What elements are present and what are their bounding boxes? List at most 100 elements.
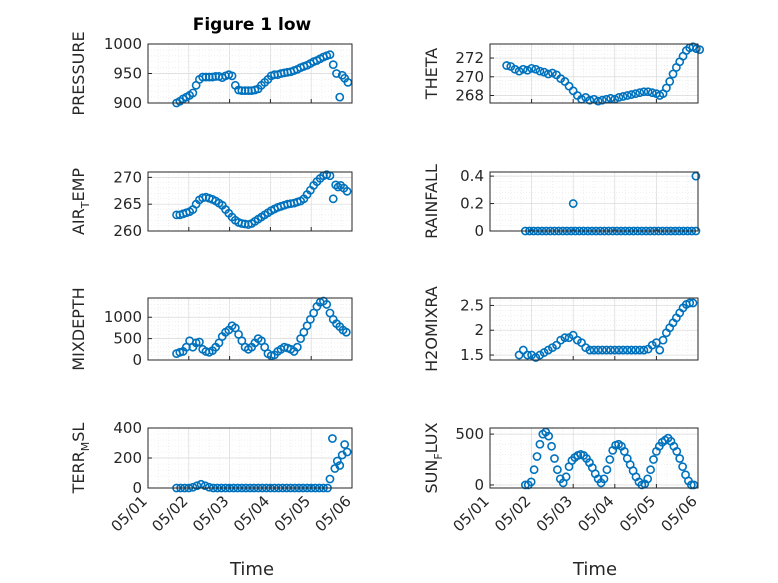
data-point [606,93,616,103]
data-point [560,333,570,343]
data-point [658,335,668,345]
x-tick-label: 05/06 [312,492,355,535]
y-tick-label: 0.4 [460,167,484,185]
data-point [668,69,678,79]
data-point [195,337,204,347]
data-point [635,88,645,98]
data-point [227,71,237,81]
data-point [341,327,351,337]
data-point [332,456,342,466]
data-point [643,474,653,484]
data-point [543,69,553,79]
x-axis-label-right: Time [572,559,617,580]
data-point [529,465,539,475]
y-tick-label: 0 [474,476,484,494]
data-point [605,455,615,464]
axes-frame [147,427,353,489]
data-point [547,441,556,451]
data-point [661,83,671,93]
data-point [192,481,202,491]
data-point [535,439,545,449]
axes-frame [489,43,699,104]
y-tick-label: 270 [113,168,142,186]
data-point [678,462,688,472]
data-point [675,454,685,463]
data-point [561,472,571,482]
data-point [342,186,352,196]
data-point [593,96,603,106]
x-axis-label-left: Time [229,559,274,580]
y-axis-label: SUNFLUX [422,422,445,493]
data-point [597,345,607,355]
x-tick-label: 05/01 [108,492,151,535]
axes-frame [147,171,353,232]
data-point [688,298,698,308]
panel-sun_flux: 0 500 SUNFLUX05/0105/0205/0305/0405/0505/0… [422,422,701,535]
data-point [523,65,532,75]
data-point [635,345,645,355]
y-tick-label: 0 [474,222,484,240]
data-point [618,92,628,101]
data-point [335,92,345,102]
y-axis-label: AIRTEMP [69,168,92,235]
panel-h2omixra: 1.5 2 2.5 H2OMIXRA [422,286,699,372]
panel-air_temp: 260 265 270 AIRTEMP [69,168,353,240]
data-point [523,350,532,360]
x-tick-label: 05/03 [189,492,232,535]
y-axis-label: H2OMIXRA [422,286,441,372]
y-tick-label: 200 [113,449,142,467]
data-point [585,95,595,105]
data-point [544,431,554,441]
axes-frame [489,297,699,361]
x-tick-label: 05/01 [450,492,493,535]
data-point [328,434,337,443]
data-point [328,194,338,204]
data-point [552,465,562,475]
data-point [514,66,524,76]
data-point [188,88,198,98]
data-point [550,454,559,463]
data-point [332,69,341,78]
y-tick-label: 1000 [104,308,142,326]
y-tick-label: 268 [455,87,484,105]
axes-frame [489,171,699,232]
data-point [292,342,302,352]
data-point [328,60,338,70]
y-tick-label: 2 [474,321,484,339]
y-tick-label: 0 [132,351,142,369]
y-tick-label: 500 [455,425,484,443]
data-point [204,482,214,492]
data-point [627,90,636,99]
data-point [585,345,595,355]
y-axis-label: MIXDEPTH [69,287,88,370]
data-point [532,452,542,461]
data-point [602,465,612,475]
data-point [535,66,545,76]
y-tick-label: 0.2 [460,195,484,213]
data-point [639,345,649,355]
data-point [618,345,628,355]
y-tick-label: 950 [113,65,142,83]
data-point [643,87,653,97]
y-tick-label: 500 [113,330,142,348]
data-point [526,477,536,487]
data-point [614,92,624,102]
data-point [539,67,549,77]
data-point [510,64,520,74]
data-point [631,89,640,99]
x-tick-label: 05/05 [616,492,659,535]
data-point [672,446,682,456]
y-tick-label: 1.5 [460,346,484,364]
x-tick-label: 05/04 [574,492,617,535]
data-point [622,345,632,355]
y-tick-label: 270 [455,68,484,86]
data-point [695,45,705,55]
y-tick-label: 0 [132,479,142,497]
data-point [325,474,335,484]
data-point [665,77,675,86]
data-point [646,465,655,475]
x-tick-label: 05/02 [148,492,191,535]
